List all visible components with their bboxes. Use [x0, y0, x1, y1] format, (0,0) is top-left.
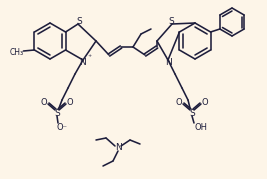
Text: O: O: [202, 98, 208, 107]
Text: S: S: [189, 108, 195, 117]
Text: S: S: [54, 108, 60, 117]
Text: CH₃: CH₃: [9, 47, 23, 57]
Text: OH: OH: [194, 124, 207, 132]
Text: N: N: [166, 57, 172, 67]
Text: O⁻: O⁻: [57, 124, 68, 132]
Text: S: S: [168, 16, 174, 25]
Text: N: N: [115, 144, 121, 153]
Text: O: O: [176, 98, 182, 107]
Text: S: S: [76, 16, 82, 25]
Text: N: N: [78, 57, 85, 67]
Text: ⁺: ⁺: [87, 52, 91, 62]
Text: O: O: [41, 98, 47, 107]
Text: O: O: [67, 98, 73, 107]
